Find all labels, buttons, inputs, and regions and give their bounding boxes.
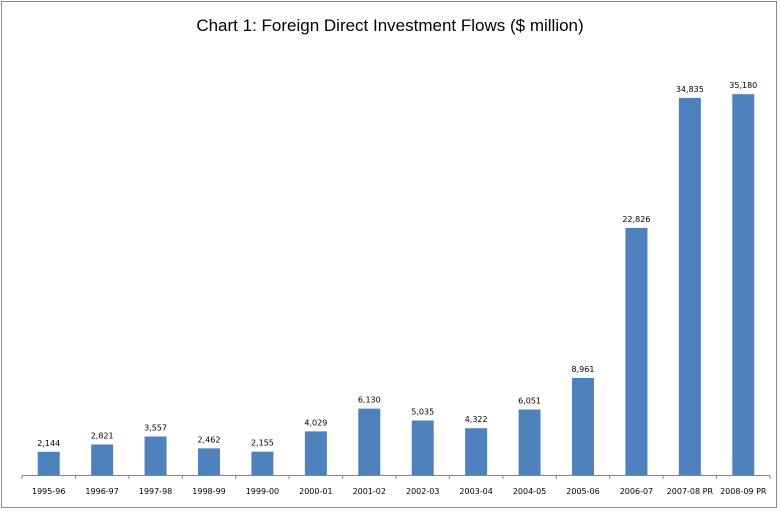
data-label-2007-08 PR: 34,835 [676, 85, 704, 94]
x-tick-label-1996-97: 1996-97 [85, 487, 118, 496]
x-tick-label-2002-03: 2002-03 [406, 487, 439, 496]
x-tick-label-1997-98: 1997-98 [139, 487, 172, 496]
x-tick-label-2006-07: 2006-07 [620, 487, 653, 496]
data-labels: 2,144 2,821 3,557 2,462 2,155 4,029 6,130 5,035… [37, 81, 757, 448]
data-label-2005-06: 8,961 [572, 365, 595, 374]
bars [37, 94, 755, 475]
x-tick-label-2007-08 PR: 2007-08 PR [667, 487, 714, 496]
bar-2005-06 [572, 377, 594, 475]
bar-2007-08 PR [678, 97, 701, 475]
bar-1998-99 [198, 448, 220, 475]
bar-2002-03 [411, 420, 434, 475]
bar-1999-00 [251, 451, 274, 475]
bar-2004-05 [518, 409, 541, 475]
data-label-1995-96: 2,144 [37, 439, 60, 448]
x-tick-label-1995-96: 1995-96 [32, 487, 65, 496]
bar-1996-97 [91, 444, 114, 475]
bar-1997-98 [144, 436, 167, 475]
x-tick-label-2008-09 PR: 2008-09 PR [720, 487, 767, 496]
data-label-2004-05: 6,051 [518, 396, 541, 405]
data-label-1999-00: 2,155 [251, 439, 274, 448]
bar-2001-02 [358, 408, 381, 475]
data-label-1998-99: 2,462 [198, 435, 221, 444]
bar-2006-07 [625, 227, 648, 475]
x-tick-label-2001-02: 2001-02 [353, 487, 386, 496]
data-label-2003-04: 4,322 [465, 415, 488, 424]
x-tick-label-2005-06: 2005-06 [566, 487, 599, 496]
tick-labels: 1995-96 1996-97 1997-98 1998-99 1999-00 2000-… [21, 475, 771, 496]
bar-2003-04 [465, 428, 488, 475]
x-tick-label-1999-00: 1999-00 [246, 487, 279, 496]
data-label-2006-07: 22,826 [622, 215, 650, 224]
data-label-2001-02: 6,130 [358, 396, 381, 405]
bar-2000-01 [304, 431, 327, 475]
bar-1995-96 [37, 451, 60, 475]
data-label-2002-03: 5,035 [411, 407, 434, 416]
x-tick-label-2003-04: 2003-04 [459, 487, 492, 496]
data-label-2008-09 PR: 35,180 [729, 81, 757, 90]
data-label-1996-97: 2,821 [91, 431, 114, 440]
data-label-2000-01: 4,029 [304, 418, 327, 427]
x-tick-label-2000-01: 2000-01 [299, 487, 332, 496]
chart-title: Chart 1: Foreign Direct Investment Flows… [196, 16, 584, 35]
bar-2008-09 PR [732, 94, 755, 475]
x-tick-label-1998-99: 1998-99 [192, 487, 225, 496]
x-tick-label-2004-05: 2004-05 [513, 487, 546, 496]
data-label-1997-98: 3,557 [144, 423, 167, 432]
